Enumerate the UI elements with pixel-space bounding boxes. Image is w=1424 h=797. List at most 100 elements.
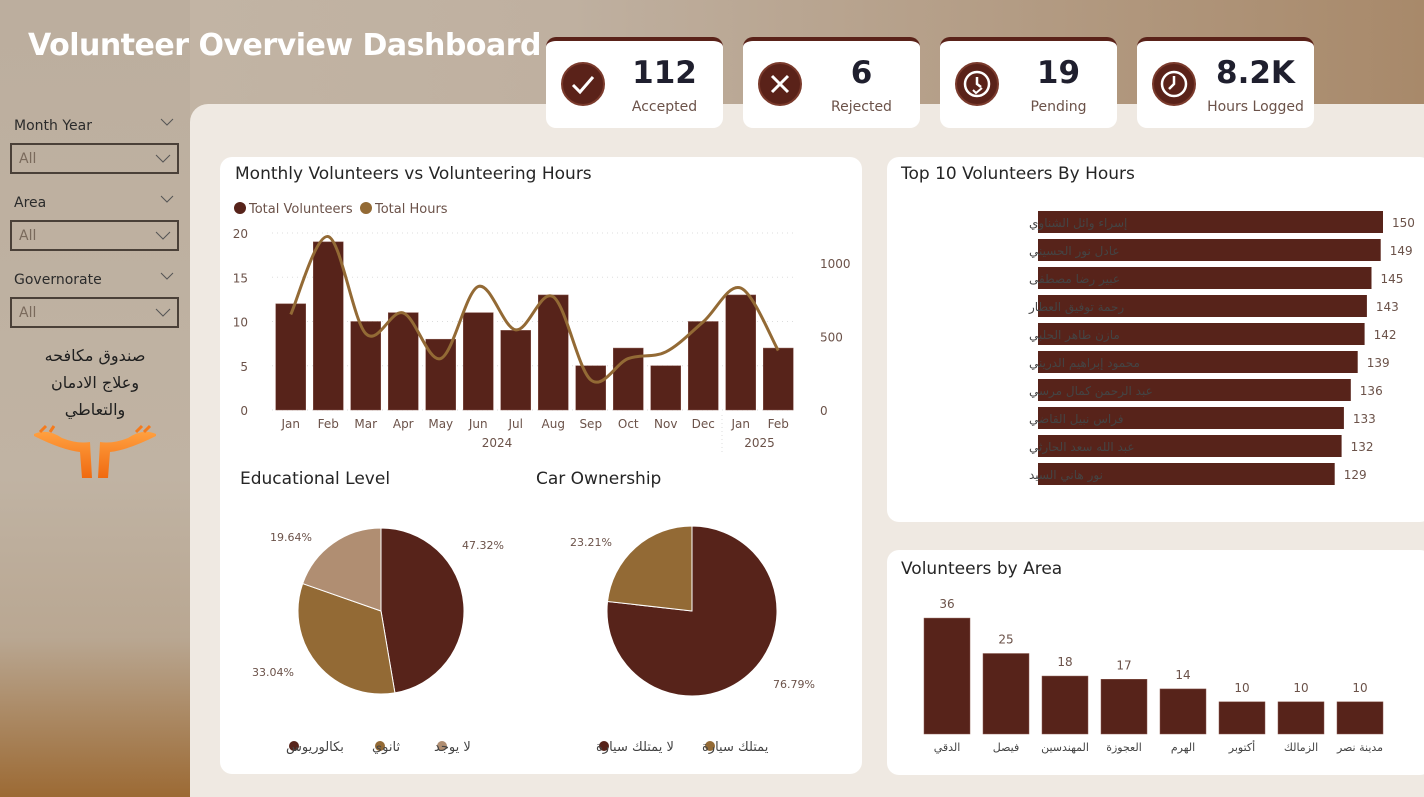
bar-data-label: 25 <box>998 633 1013 647</box>
bar-data-label: 133 <box>1353 412 1376 426</box>
org-line: صندوق مكافحه <box>44 346 146 365</box>
x-tick-label: Dec <box>692 417 715 431</box>
y-tick-label: 15 <box>233 271 248 285</box>
bar-category-label: عبير رضا مصطفى <box>1029 272 1120 287</box>
bar-data-label: 36 <box>939 597 954 611</box>
kpi-value: 6 <box>850 55 873 91</box>
bar-data-label: 139 <box>1367 356 1390 370</box>
legend-marker <box>375 741 385 751</box>
bar-data-label: 10 <box>1293 681 1308 695</box>
x-tick-label: الزمالك <box>1284 741 1318 754</box>
filter-label-governorate: Governorate <box>14 272 102 288</box>
check-icon <box>561 62 605 106</box>
kpi-pending: 19 Pending <box>940 37 1117 128</box>
bar-category-label: إسراء وائل الشناوي <box>1029 216 1127 231</box>
bar <box>725 294 756 411</box>
bar-category-label: عادل نور الحسيني <box>1029 244 1120 259</box>
x-tick-label: الهرم <box>1171 741 1195 754</box>
bar <box>500 330 531 411</box>
x-tick-label: Jan <box>281 417 301 431</box>
bar <box>1100 679 1148 735</box>
legend-label: لا يوجد <box>434 740 471 755</box>
kpi-hours-logged: 8.2K Hours Logged <box>1137 37 1314 128</box>
bar <box>425 338 456 411</box>
legend-marker <box>599 741 609 751</box>
month-year-dropdown[interactable]: All <box>10 143 179 174</box>
y2-tick-label: 0 <box>820 404 828 418</box>
pie-data-label: 76.79% <box>773 678 815 691</box>
x-tick-label: Feb <box>768 417 789 431</box>
y2-tick-label: 500 <box>820 331 843 345</box>
bar <box>275 303 306 411</box>
clock-check-icon <box>955 62 999 106</box>
legend-marker <box>360 202 372 214</box>
chevron-down-icon[interactable] <box>160 116 174 130</box>
bar-data-label: 145 <box>1381 272 1404 286</box>
filter-label-month-year: Month Year <box>14 118 92 134</box>
bar-data-label: 142 <box>1374 328 1397 342</box>
bar <box>1038 463 1335 485</box>
bar-data-label: 10 <box>1352 681 1367 695</box>
bar-data-label: 17 <box>1116 658 1131 672</box>
bar-data-label: 136 <box>1360 384 1383 398</box>
legend-label: بكالوريوس <box>286 740 344 755</box>
bar-data-label: 132 <box>1351 440 1374 454</box>
kpi-label: Rejected <box>831 99 892 115</box>
chart-title: Top 10 Volunteers By Hours <box>901 164 1135 184</box>
chevron-down-icon <box>155 231 171 240</box>
chevron-down-icon[interactable] <box>160 193 174 207</box>
bar <box>1277 701 1325 735</box>
x-tick-label: Feb <box>318 417 339 431</box>
x-tick-label: May <box>428 417 453 431</box>
sidebar <box>0 0 190 797</box>
y-tick-label: 20 <box>233 227 248 241</box>
y-tick-label: 0 <box>240 404 248 418</box>
area-dropdown[interactable]: All <box>10 220 179 251</box>
legend-label: Total Volunteers <box>248 202 353 217</box>
bar-category-label: رحمة توفيق العطار <box>1028 300 1124 315</box>
bar <box>1038 351 1358 373</box>
pie-slice <box>302 527 382 612</box>
bar <box>763 347 794 411</box>
pie-data-label: 19.64% <box>270 531 312 544</box>
governorate-dropdown[interactable]: All <box>10 297 179 328</box>
chart-title: Monthly Volunteers vs Volunteering Hours <box>235 164 592 184</box>
legend-label: ثانوي <box>372 740 400 755</box>
y2-tick-label: 1000 <box>820 257 851 271</box>
chart-title: Educational Level <box>240 469 391 489</box>
chart-title: Car Ownership <box>536 469 662 489</box>
kpi-accepted: 112 Accepted <box>546 37 723 128</box>
bar <box>1041 675 1089 735</box>
area-chart: 36 الدقي 25 فيصل 18 المهندسين 17 العجوزة 14 الهرم… <box>923 597 1384 754</box>
bar <box>1336 701 1384 735</box>
legend-marker <box>437 741 447 751</box>
bar-category-label: مازن طاهر الحلبي <box>1029 328 1120 343</box>
kpi-value: 112 <box>632 55 697 91</box>
clock-icon <box>1152 62 1196 106</box>
pie-slice <box>606 525 778 697</box>
x-icon <box>758 62 802 106</box>
bar-category-label: عبد الله سعد الحارثي <box>1029 440 1135 455</box>
x-tick-label: Mar <box>354 417 377 431</box>
bar <box>1218 701 1266 735</box>
bar <box>313 241 344 411</box>
bar-data-label: 143 <box>1376 300 1399 314</box>
chevron-down-icon[interactable] <box>160 270 174 284</box>
x-tick-label: Oct <box>618 417 639 431</box>
bar <box>1038 407 1344 429</box>
pie-data-label: 33.04% <box>252 666 294 679</box>
legend-marker <box>234 202 246 214</box>
pie-data-label: 47.32% <box>462 539 504 552</box>
bar-data-label: 14 <box>1175 668 1190 682</box>
top10-chart: إسراء وائل الشناوي 150 عادل نور الحسيني 149… <box>1028 211 1415 485</box>
bar <box>1038 211 1383 233</box>
legend-marker <box>705 741 715 751</box>
bar <box>463 312 494 411</box>
chevron-down-icon <box>155 154 171 163</box>
bar-data-label: 10 <box>1234 681 1249 695</box>
bar <box>1038 379 1351 401</box>
x-tick-label: أكتوبر <box>1228 740 1255 754</box>
x-tick-label: فيصل <box>993 741 1019 754</box>
page-title: Volunteer Overview Dashboard <box>28 28 541 63</box>
monthly-chart: Total Volunteers Total Hours 0 5 10 15 20 0 500 1… <box>233 202 851 455</box>
